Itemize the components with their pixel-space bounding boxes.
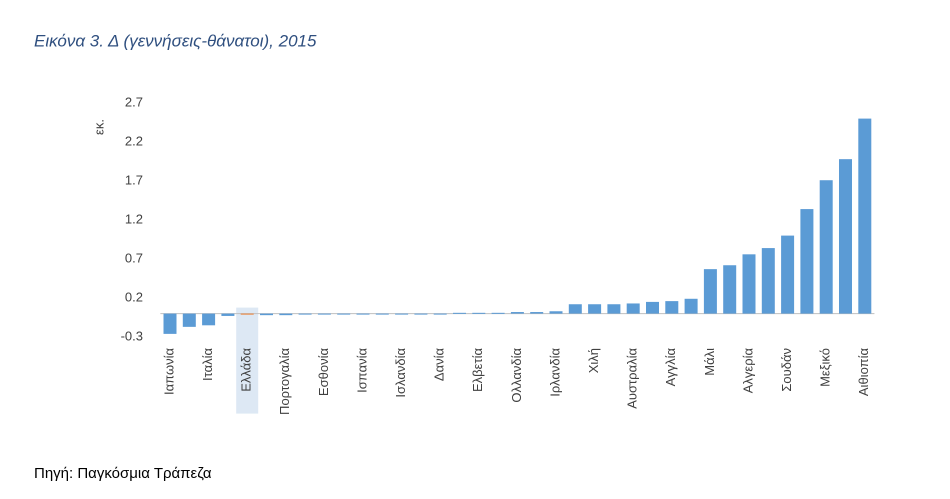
bar — [202, 313, 216, 326]
bar — [568, 304, 582, 314]
x-tick-label: Αγγλία — [663, 348, 678, 387]
bar — [414, 313, 428, 315]
bar — [491, 312, 505, 314]
x-tick-label: Πορτογαλία — [277, 348, 292, 415]
bar — [684, 298, 698, 314]
label-highlight — [236, 307, 259, 414]
chart-title: Εικόνα 3. Δ (γεννήσεις-θάνατοι), 2015 — [34, 31, 317, 50]
bar — [761, 248, 775, 314]
bar — [472, 312, 486, 314]
bar — [703, 269, 717, 314]
bar — [800, 209, 814, 314]
bar — [163, 313, 177, 334]
bar — [182, 313, 196, 327]
bar — [221, 313, 235, 316]
x-tick-label: Ελβετία — [470, 348, 485, 392]
y-tick-label: 0.7 — [125, 250, 143, 265]
bar — [819, 180, 833, 314]
x-tick-label: Σουδάν — [779, 348, 794, 392]
bar — [510, 312, 524, 314]
bar — [317, 313, 331, 315]
bar — [395, 313, 409, 315]
y-tick-label: 1.7 — [125, 172, 143, 187]
bar — [607, 304, 621, 314]
x-tick-label: Ισλανδία — [393, 348, 408, 398]
y-axis-label: εκ. — [91, 119, 106, 135]
bar — [742, 254, 756, 314]
bar — [839, 159, 852, 314]
x-tick-label: Ελλάδα — [239, 348, 254, 392]
bar — [298, 313, 312, 315]
y-tick-label: -0.3 — [121, 328, 143, 343]
bar — [375, 313, 389, 315]
x-tick-label: Αιθιοπία — [856, 348, 871, 397]
x-tick-label: Εσθονία — [316, 348, 331, 397]
x-tick-label: Δανία — [432, 348, 447, 382]
bar — [665, 301, 679, 314]
bar — [433, 313, 447, 315]
bar — [549, 311, 563, 314]
bar — [646, 301, 659, 314]
bar — [453, 312, 466, 314]
x-tick-label: Ιαπωνία — [161, 348, 176, 395]
bar — [781, 235, 795, 314]
x-tick-label: Αυστραλία — [625, 348, 640, 409]
x-tick-label: Ιταλία — [200, 348, 215, 381]
bar — [260, 313, 273, 316]
bar — [356, 313, 370, 315]
x-tick-label: Ισπανία — [354, 348, 369, 393]
bar — [723, 265, 737, 314]
x-tick-label: Μεξικό — [818, 348, 833, 387]
bar — [858, 118, 872, 314]
bar — [530, 312, 544, 314]
source: Πηγή: Παγκόσμια Τράπεζα — [34, 465, 212, 482]
bar — [588, 304, 602, 314]
bar — [279, 313, 293, 316]
bar — [240, 313, 254, 315]
x-tick-label: Χιλή — [586, 348, 601, 373]
x-tick-label: Ιρλανδία — [547, 348, 562, 397]
y-tick-label: 2.2 — [125, 133, 143, 148]
x-tick-label: Αλγερία — [740, 348, 755, 394]
y-tick-label: 0.2 — [125, 289, 143, 304]
x-tick-label: Μάλι — [702, 348, 717, 376]
x-tick-label: Ολλανδία — [509, 348, 524, 403]
bar — [337, 313, 351, 315]
y-tick-label: 2.7 — [125, 94, 143, 109]
bar — [626, 303, 640, 314]
y-tick-label: 1.2 — [125, 211, 143, 226]
